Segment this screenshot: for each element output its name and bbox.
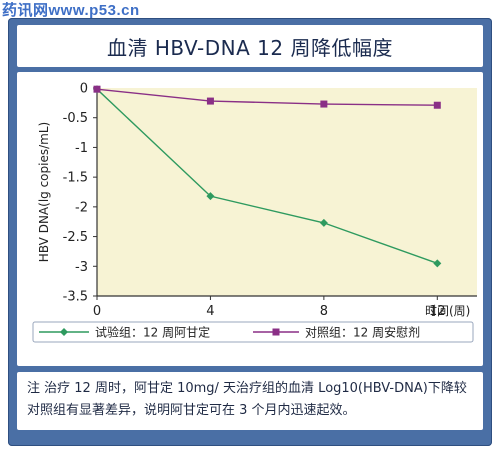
data-point-marker: [206, 97, 214, 105]
data-point-marker: [93, 85, 101, 93]
data-point-marker: [206, 192, 215, 201]
y-tick-label: -0.5: [63, 111, 88, 126]
y-tick-label: -1: [75, 141, 88, 156]
legend-marker-1: [60, 328, 68, 336]
chart-panel: 0 -0.5 -1 -1.5 -2 -2.5 -3 -3.5 0 4 8 12 时间(周) HBV DNA…: [17, 72, 483, 366]
legend-label-1: 试验组：12 周阿甘定: [95, 325, 210, 340]
series-line-1: [96, 88, 438, 264]
data-point-marker: [433, 101, 441, 109]
y-tick-label: -3: [75, 260, 88, 275]
y-tick-label: -2.5: [63, 230, 88, 245]
y-axis-label: HBV DNA(lg copies/mL): [37, 122, 51, 262]
x-tick-label: 4: [206, 304, 214, 319]
plot-area: [97, 88, 477, 296]
series-line-2: [96, 88, 438, 106]
watermark: 药讯网www.p53.cn: [2, 2, 140, 19]
data-point-marker: [319, 218, 328, 227]
legend-marker-2: [272, 328, 280, 336]
legend-label-2: 对照组：12 周安慰剂: [305, 325, 420, 340]
y-tick-label: -2: [75, 200, 88, 215]
y-tick-label: 0: [80, 82, 88, 97]
x-tick-label: 8: [320, 304, 328, 319]
x-tick-label: 12: [429, 304, 446, 319]
chart-note: 注 治疗 12 周时，阿甘定 10mg/ 天治疗组的血清 Log10(HBV-D…: [17, 372, 483, 430]
y-tick-label: -1.5: [63, 171, 88, 186]
chart-title: 血清 HBV-DNA 12 周降低幅度: [17, 25, 483, 67]
data-point-marker: [320, 100, 328, 108]
data-point-marker: [433, 259, 442, 268]
x-axis-label: 时间(周): [425, 304, 470, 318]
y-tick-label: -3.5: [63, 290, 88, 305]
x-tick-label: 0: [93, 304, 101, 319]
